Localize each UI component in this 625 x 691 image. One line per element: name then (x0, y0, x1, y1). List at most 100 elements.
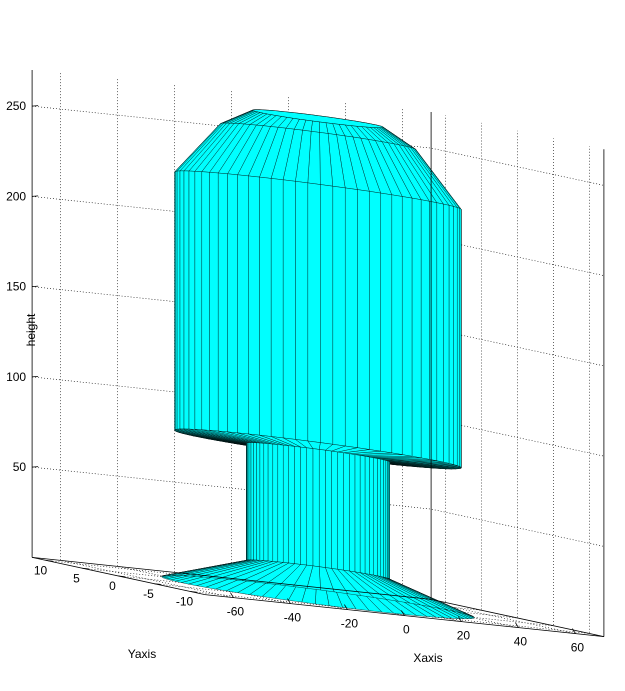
surface-face (282, 179, 296, 440)
surface-face (209, 172, 219, 432)
z-tick-mark (32, 195, 39, 197)
surface-face (300, 446, 307, 566)
surface-face (230, 561, 284, 581)
surface-face (385, 460, 388, 579)
grid-line-x (60, 73, 234, 598)
surface-face (248, 442, 252, 561)
surface-face (227, 173, 238, 434)
surface-face (453, 206, 458, 466)
y-tick-mark (118, 575, 125, 577)
x-tick-mark (401, 610, 405, 616)
surface-face (288, 445, 295, 564)
grid-line-z (32, 466, 604, 547)
surface-face (312, 448, 320, 567)
surface-face (429, 201, 437, 462)
grid-line-z (32, 105, 604, 186)
surface-face (320, 184, 333, 445)
surface-face (267, 443, 273, 562)
y-tick-mark (46, 560, 53, 562)
surface-face (331, 450, 338, 570)
surface-face (411, 197, 422, 459)
z-tick-label: 50 (13, 460, 27, 474)
y-tick-label: -10 (176, 595, 194, 609)
grid-line-z (32, 196, 604, 276)
surface-face (295, 181, 308, 442)
x-tick-label: 0 (403, 623, 410, 637)
surface-face (248, 175, 260, 436)
surface-face (237, 174, 249, 435)
axis-edge (32, 557, 432, 600)
surface-face (332, 185, 346, 447)
y-tick-mark (190, 591, 197, 593)
surface-face (459, 208, 462, 468)
surface-face (176, 170, 181, 430)
x-tick-label: 20 (457, 629, 471, 643)
z-tick-mark (32, 285, 39, 288)
z-tick-label: 200 (6, 189, 26, 203)
y-tick-label: 10 (34, 564, 48, 578)
surface-face (250, 442, 254, 561)
axes-layer (31, 70, 605, 637)
surface-face (175, 170, 178, 430)
x-tick-label: -60 (227, 605, 245, 619)
surface-face (188, 170, 196, 430)
grid-line-y (190, 146, 590, 634)
x-tick-mark (287, 598, 291, 604)
surface-face (345, 187, 358, 448)
y-tick-label: 5 (73, 571, 80, 585)
surface-face (218, 172, 228, 433)
surface-face (194, 171, 202, 430)
surface-face (359, 455, 366, 574)
y-tick-mark (82, 567, 89, 570)
surface-face (402, 196, 413, 457)
surface-face (387, 460, 389, 579)
y-tick-mark (154, 583, 161, 585)
x-axis-label: Xaxis (413, 651, 442, 665)
y-axis-label: Yaxis (128, 647, 156, 661)
surface-face (369, 456, 374, 576)
surface-face (319, 449, 326, 568)
surface-face (343, 452, 350, 572)
surface-face (263, 443, 269, 562)
surface-face (179, 170, 185, 430)
grid-line-z (32, 376, 604, 457)
surface-face (253, 442, 257, 561)
surface-face (256, 442, 261, 561)
surface-face (436, 202, 444, 463)
x-tick-label: -40 (284, 611, 302, 625)
surface-face (325, 449, 332, 569)
grid-line-y (154, 138, 554, 627)
surface-top-cap (252, 109, 384, 129)
surface-face (306, 447, 314, 567)
surface-face (337, 451, 344, 571)
surface-face (357, 189, 370, 450)
y-tick-label: -5 (143, 587, 154, 601)
z-tick-mark (32, 466, 39, 468)
surface-face (259, 176, 272, 437)
surface-face (259, 442, 264, 561)
surface-face (307, 182, 321, 443)
grid-line-y (118, 130, 518, 619)
surface-face (349, 453, 356, 573)
grid-line-z (32, 286, 604, 367)
surface-face (383, 459, 386, 578)
surface-face (369, 191, 381, 452)
z-tick-label: 100 (6, 370, 26, 384)
grid-line-y (82, 122, 482, 611)
z-tick-mark (32, 376, 39, 378)
surface-layer (161, 109, 475, 619)
surface-face (380, 192, 392, 454)
z-axis-label: height (24, 313, 38, 346)
surface-face (443, 203, 450, 464)
grid-line-x (117, 79, 291, 604)
surface-face (283, 444, 289, 564)
x-tick-mark (344, 604, 348, 610)
surface-face (354, 454, 361, 573)
surface-face (247, 442, 250, 561)
surface-face (373, 457, 378, 577)
surface-face (277, 444, 284, 563)
z-tick-mark (32, 105, 39, 107)
z-tick-label: 150 (6, 280, 26, 294)
